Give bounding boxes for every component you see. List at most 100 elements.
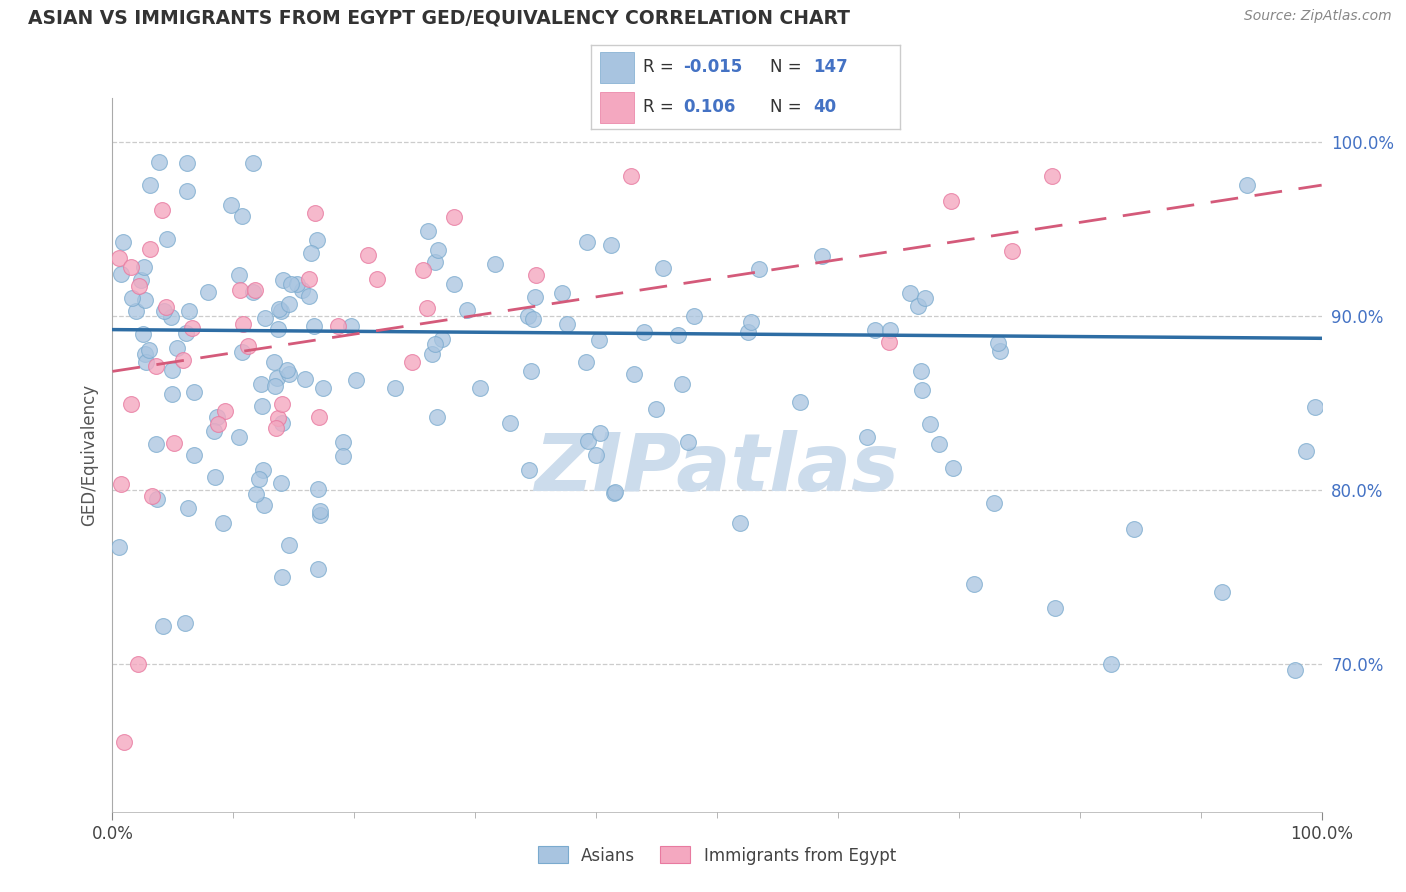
Point	[603, 486, 626, 500]
Point	[942, 461, 965, 475]
Point	[863, 323, 886, 337]
Point	[344, 373, 367, 387]
Point	[748, 262, 770, 277]
Point	[585, 448, 607, 462]
Point	[645, 401, 668, 416]
Point	[576, 434, 599, 448]
Point	[384, 381, 406, 395]
Point	[231, 317, 253, 331]
Point	[416, 301, 439, 315]
Point	[456, 303, 478, 318]
Point	[307, 482, 329, 496]
Point	[110, 267, 132, 281]
Point	[212, 516, 235, 530]
Point	[112, 235, 135, 249]
Point	[271, 272, 294, 286]
Point	[124, 303, 146, 318]
Point	[263, 355, 285, 369]
Point	[983, 496, 1005, 510]
Point	[588, 333, 610, 347]
Point	[245, 487, 267, 501]
Point	[620, 169, 643, 184]
Point	[120, 397, 142, 411]
Point	[176, 184, 198, 198]
Point	[1236, 178, 1258, 193]
Point	[920, 417, 942, 431]
Point	[242, 285, 264, 300]
Point	[1211, 585, 1233, 599]
Point	[252, 463, 274, 477]
Point	[197, 285, 219, 300]
Point	[907, 299, 929, 313]
Text: N =: N =	[770, 59, 807, 77]
Point	[623, 367, 645, 381]
Point	[312, 381, 335, 395]
Point	[207, 409, 229, 424]
Point	[302, 318, 325, 333]
Point	[304, 205, 326, 219]
Point	[276, 363, 298, 377]
Point	[204, 469, 226, 483]
Point	[309, 508, 332, 522]
Point	[357, 248, 380, 262]
Point	[277, 538, 299, 552]
Point	[139, 178, 162, 193]
Point	[988, 344, 1011, 359]
Point	[267, 411, 290, 425]
Point	[110, 476, 132, 491]
Point	[254, 310, 277, 325]
Point	[162, 387, 184, 401]
Point	[250, 377, 273, 392]
Point	[270, 397, 292, 411]
Point	[173, 615, 195, 630]
Point	[524, 290, 547, 304]
Point	[155, 232, 177, 246]
Point	[911, 384, 934, 398]
Point	[107, 251, 129, 265]
Point	[332, 435, 354, 450]
Point	[183, 448, 205, 462]
Point	[270, 304, 292, 318]
Point	[277, 367, 299, 381]
Point	[294, 372, 316, 386]
Point	[1303, 401, 1326, 415]
Point	[740, 315, 762, 329]
Point	[728, 516, 751, 530]
Point	[423, 336, 446, 351]
Point	[128, 279, 150, 293]
Point	[332, 449, 354, 463]
Point	[519, 463, 541, 477]
Point	[160, 363, 183, 377]
Point	[148, 154, 170, 169]
Point	[1295, 443, 1317, 458]
Point	[987, 336, 1010, 351]
Point	[243, 283, 266, 297]
Text: 0.106: 0.106	[683, 98, 735, 116]
Point	[524, 268, 547, 282]
Legend: Asians, Immigrants from Egypt: Asians, Immigrants from Egypt	[531, 839, 903, 871]
Point	[280, 277, 302, 292]
Point	[242, 155, 264, 169]
Point	[134, 293, 156, 308]
Point	[426, 409, 449, 424]
Point	[576, 235, 599, 250]
Text: Source: ZipAtlas.com: Source: ZipAtlas.com	[1244, 9, 1392, 23]
Point	[877, 335, 900, 350]
Point	[1001, 244, 1024, 259]
Point	[575, 355, 598, 369]
Point	[1040, 169, 1063, 184]
Point	[789, 395, 811, 409]
Point	[150, 203, 173, 218]
Point	[146, 492, 169, 507]
Text: 147: 147	[813, 59, 848, 77]
FancyBboxPatch shape	[600, 53, 634, 83]
Point	[671, 377, 693, 392]
Point	[633, 325, 655, 339]
Point	[412, 263, 434, 277]
Point	[443, 277, 465, 292]
Point	[551, 286, 574, 301]
Point	[141, 489, 163, 503]
Point	[135, 355, 157, 369]
Point	[308, 409, 330, 424]
Point	[1043, 600, 1066, 615]
